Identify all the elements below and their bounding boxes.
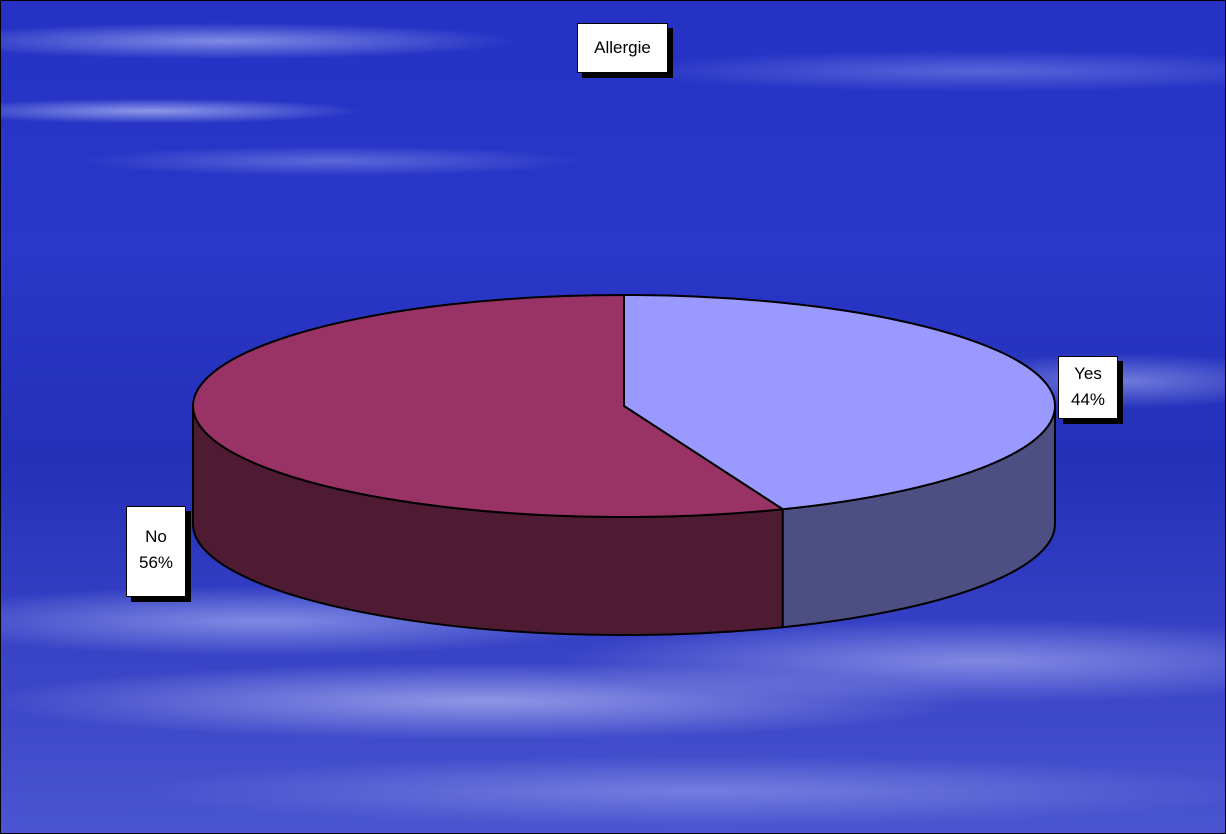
chart-title: Allergie xyxy=(577,23,668,73)
slice-label-no-name: No xyxy=(145,527,167,546)
slice-label-yes-percent: 44% xyxy=(1070,390,1106,409)
pie-slice-yes xyxy=(623,294,1057,511)
pie-slice-no xyxy=(192,294,784,518)
slice-label-no-percent: 56% xyxy=(138,553,174,572)
slice-label-yes-name: Yes xyxy=(1074,364,1102,383)
slice-label-no: No 56% xyxy=(126,506,186,597)
slice-label-yes: Yes 44% xyxy=(1058,356,1118,419)
